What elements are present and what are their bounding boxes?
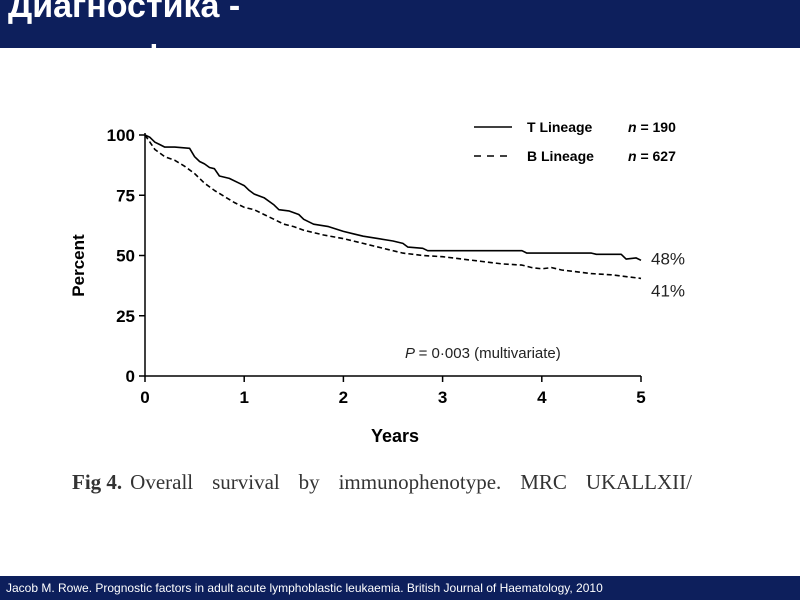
chart-svg: 0 25 50 75 100 0 1 2 3 4 5 Years Percent 48% 41% T Line…	[69, 119, 685, 446]
y-tick-label: 0	[126, 367, 135, 386]
legend-n-count: n = 190	[628, 119, 676, 135]
caption-label: Fig 4.	[72, 470, 123, 494]
caption-text: Overall survival by immunophenotype. MRC…	[130, 470, 692, 494]
x-tick-label: 5	[636, 388, 645, 407]
p-value-annotation: P = 0·003 (multivariate)	[405, 345, 561, 362]
x-tick-label: 3	[438, 388, 447, 407]
footer-bar: Jacob M. Rowe. Prognostic factors in adu…	[0, 576, 800, 600]
p-text: = 0·003 (multivariate)	[419, 345, 561, 362]
x-axis-label: Years	[371, 426, 419, 446]
series-line-b-lineage	[144, 134, 642, 280]
y-tick-label: 50	[116, 247, 135, 266]
y-tick-label: 25	[116, 307, 135, 326]
x-tick-label: 2	[339, 388, 348, 407]
series-end-label: 41%	[651, 281, 685, 300]
legend-label: T Lineage	[527, 119, 593, 135]
x-tick-label: 0	[140, 388, 149, 407]
x-tick-label: 4	[537, 388, 547, 407]
series-line-t-lineage	[144, 134, 642, 262]
footer-citation: Jacob M. Rowe. Prognostic factors in adu…	[6, 581, 603, 595]
x-tick-label: 1	[239, 388, 248, 407]
legend-n-value: = 627	[640, 148, 676, 164]
slide-title: Диагностика - иммунофенотипирование	[8, 0, 448, 48]
survival-chart: 0 25 50 75 100 0 1 2 3 4 5 Years Percent 48% 41% T Line…	[0, 48, 800, 468]
legend-n-symbol: n	[628, 148, 640, 164]
y-axis-label: Percent	[69, 234, 88, 297]
legend-n-symbol: n	[628, 119, 640, 135]
legend-n-count: n = 627	[628, 148, 676, 164]
header-bar: Диагностика - иммунофенотипирование	[0, 0, 800, 48]
y-tick-label: 75	[116, 186, 135, 205]
y-tick-label: 100	[107, 126, 135, 145]
series-end-label: 48%	[651, 249, 685, 268]
legend-label: B Lineage	[527, 148, 594, 164]
p-symbol: P	[405, 345, 419, 362]
legend-n-value: = 190	[640, 119, 676, 135]
figure-caption: Fig 4. Overall survival by immunophenoty…	[72, 470, 692, 495]
